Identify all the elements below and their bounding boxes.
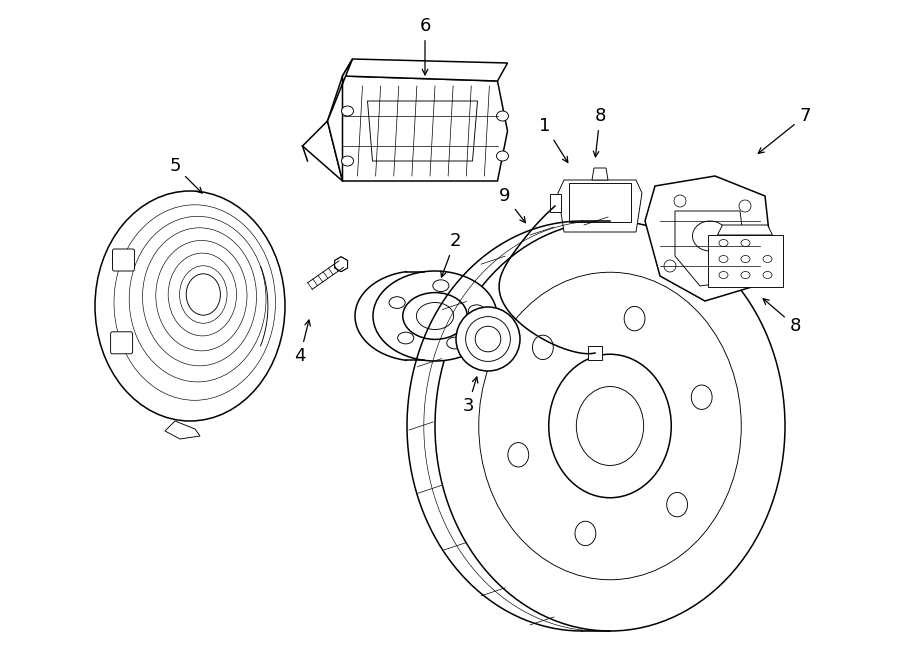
Polygon shape — [328, 59, 353, 181]
Ellipse shape — [549, 354, 671, 498]
Ellipse shape — [433, 280, 449, 292]
Polygon shape — [569, 183, 631, 222]
Text: 1: 1 — [539, 117, 568, 163]
Ellipse shape — [341, 156, 354, 166]
Ellipse shape — [508, 443, 528, 467]
Polygon shape — [588, 346, 602, 360]
Polygon shape — [343, 59, 508, 81]
Ellipse shape — [186, 274, 220, 315]
Ellipse shape — [373, 271, 497, 361]
Ellipse shape — [403, 293, 467, 339]
Ellipse shape — [465, 317, 510, 362]
Circle shape — [664, 260, 676, 272]
Ellipse shape — [691, 385, 712, 409]
Ellipse shape — [469, 305, 484, 317]
Text: 8: 8 — [763, 299, 801, 335]
Ellipse shape — [741, 256, 750, 262]
Ellipse shape — [719, 256, 728, 262]
Ellipse shape — [667, 492, 688, 517]
Polygon shape — [717, 225, 772, 235]
Ellipse shape — [389, 297, 405, 309]
Polygon shape — [592, 168, 608, 180]
Text: 8: 8 — [593, 107, 606, 157]
Ellipse shape — [763, 256, 772, 262]
Text: 3: 3 — [463, 377, 478, 415]
Polygon shape — [367, 101, 478, 161]
Ellipse shape — [719, 272, 728, 278]
Ellipse shape — [475, 326, 500, 352]
Ellipse shape — [741, 239, 750, 247]
FancyBboxPatch shape — [112, 249, 134, 271]
Text: 7: 7 — [759, 107, 811, 153]
Ellipse shape — [456, 307, 520, 371]
Polygon shape — [645, 176, 770, 301]
Ellipse shape — [719, 239, 728, 247]
Ellipse shape — [341, 106, 354, 116]
Text: 5: 5 — [169, 157, 202, 193]
Ellipse shape — [497, 151, 508, 161]
Ellipse shape — [575, 522, 596, 545]
Ellipse shape — [497, 111, 508, 121]
Polygon shape — [550, 194, 561, 212]
Ellipse shape — [435, 221, 785, 631]
Circle shape — [739, 200, 751, 212]
Ellipse shape — [692, 221, 727, 251]
Text: 6: 6 — [419, 17, 431, 75]
Text: 2: 2 — [441, 232, 461, 277]
Text: 9: 9 — [500, 187, 526, 223]
Ellipse shape — [533, 335, 554, 360]
Polygon shape — [328, 76, 508, 181]
Ellipse shape — [763, 272, 772, 278]
Polygon shape — [675, 211, 745, 286]
FancyBboxPatch shape — [111, 332, 132, 354]
Ellipse shape — [479, 272, 742, 580]
Ellipse shape — [95, 191, 285, 421]
Circle shape — [674, 195, 686, 207]
Ellipse shape — [417, 303, 454, 329]
Polygon shape — [165, 421, 200, 439]
Ellipse shape — [625, 307, 645, 330]
Polygon shape — [707, 235, 782, 287]
Text: 4: 4 — [294, 320, 310, 365]
Polygon shape — [558, 180, 642, 232]
Circle shape — [734, 270, 746, 282]
Polygon shape — [335, 256, 347, 272]
Ellipse shape — [741, 272, 750, 278]
Ellipse shape — [398, 332, 414, 344]
Ellipse shape — [446, 337, 463, 349]
Ellipse shape — [576, 387, 644, 465]
